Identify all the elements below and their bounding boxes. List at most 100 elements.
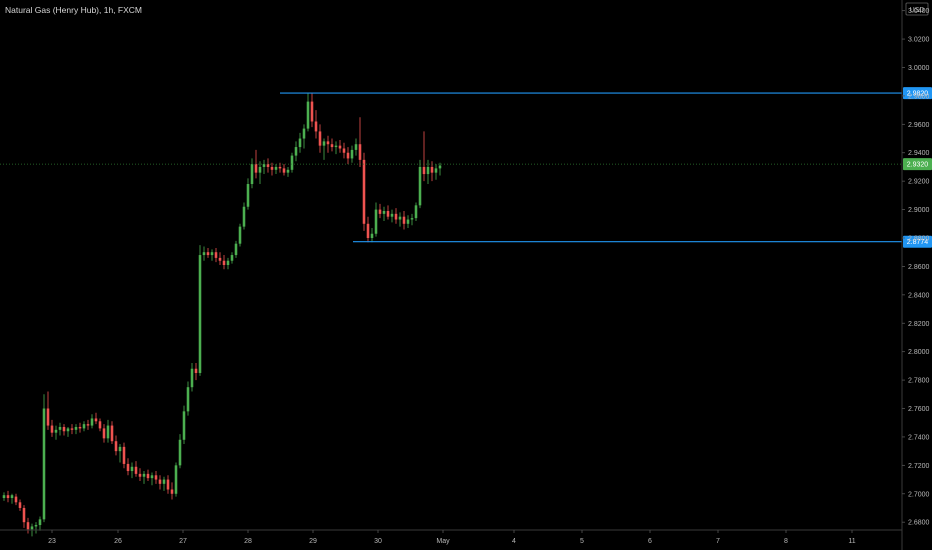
candle-body: [2, 495, 6, 499]
candle: [258, 161, 262, 185]
candle-body: [346, 152, 350, 159]
candle-body: [386, 211, 390, 217]
y-tick-label: 2.7000: [908, 491, 930, 498]
candle: [214, 247, 218, 263]
candle: [94, 412, 98, 425]
candle-body: [114, 441, 118, 452]
candle-body: [202, 252, 206, 256]
candle: [174, 462, 178, 497]
candle-body: [42, 408, 46, 520]
candle-body: [410, 218, 414, 220]
candle-body: [302, 128, 306, 139]
candle-body: [306, 101, 310, 129]
candle-body: [282, 168, 286, 173]
x-tick-label: 4: [512, 538, 516, 545]
candle-body: [226, 260, 230, 265]
candle-body: [214, 252, 218, 258]
candle-body: [246, 184, 250, 207]
candle-body: [82, 424, 86, 429]
candle: [130, 462, 134, 479]
candle-body: [130, 466, 134, 472]
y-tick-label: 2.9800: [908, 93, 930, 100]
horizontal-line-tag-label: 2.8774: [907, 239, 929, 246]
currency-box: [905, 2, 929, 16]
horizontal-lines[interactable]: 2.9820 2.8774 2.9320: [0, 87, 932, 248]
x-tick-label: May: [436, 538, 450, 545]
candle: [34, 522, 38, 534]
candle-body: [22, 507, 26, 523]
candles: [2, 93, 442, 537]
candle: [366, 216, 370, 243]
candle: [18, 499, 22, 511]
candle-body: [314, 121, 318, 132]
candle-body: [250, 164, 254, 185]
candle-body: [118, 446, 122, 452]
candle-body: [102, 428, 106, 439]
candle: [134, 461, 138, 477]
candle-body: [238, 226, 242, 244]
y-tick-label: 2.6800: [908, 520, 930, 527]
candle: [102, 424, 106, 443]
candle: [166, 475, 170, 494]
candle: [22, 505, 26, 528]
candle: [302, 124, 306, 149]
candle-body: [46, 408, 50, 426]
candle-body: [218, 257, 222, 261]
x-tick-label: 29: [309, 538, 317, 545]
candle-body: [310, 101, 314, 122]
candle-body: [138, 473, 142, 477]
candle: [414, 202, 418, 221]
candle-body: [322, 141, 326, 146]
candle: [430, 161, 434, 182]
candle: [426, 159, 430, 185]
candle: [334, 141, 338, 155]
candle: [222, 255, 226, 270]
candle-body: [230, 255, 234, 261]
candle: [10, 493, 14, 504]
candle: [42, 394, 46, 523]
candle: [38, 516, 42, 531]
horizontal-line-tag: [903, 87, 932, 100]
candle: [434, 164, 438, 180]
candle-body: [390, 213, 394, 217]
candle: [66, 426, 70, 437]
candle: [322, 138, 326, 160]
candle-body: [170, 489, 174, 494]
candle: [90, 414, 94, 429]
x-tick-label: 7: [716, 538, 720, 545]
candle: [262, 159, 266, 175]
y-tick-label: 3.0200: [908, 37, 930, 44]
candle: [202, 246, 206, 261]
candle: [422, 131, 426, 182]
candle: [438, 162, 442, 176]
candle: [342, 142, 346, 159]
currency-label: USD: [910, 7, 925, 14]
candle-body: [194, 368, 198, 373]
candle-body: [98, 421, 102, 429]
candle: [266, 158, 270, 173]
candle: [146, 469, 150, 481]
x-tick-label: 6: [648, 538, 652, 545]
candle: [346, 147, 350, 165]
candle: [386, 205, 390, 220]
candle: [230, 252, 234, 264]
candle-body: [406, 219, 410, 224]
candle: [138, 468, 142, 481]
x-tick-label: 5: [580, 538, 584, 545]
candle-body: [338, 145, 342, 149]
candle-body: [86, 424, 90, 426]
candle: [358, 117, 362, 167]
x-tick-label: 27: [179, 538, 187, 545]
candle: [410, 213, 414, 226]
candle-body: [266, 164, 270, 167]
candle-body: [298, 138, 302, 148]
candle: [142, 471, 146, 484]
candle-body: [234, 243, 238, 256]
candle: [354, 138, 358, 156]
y-tick-label: 2.7400: [908, 434, 930, 441]
candle: [186, 381, 190, 416]
candle: [70, 424, 74, 435]
candle-body: [426, 166, 430, 175]
candle: [170, 482, 174, 500]
